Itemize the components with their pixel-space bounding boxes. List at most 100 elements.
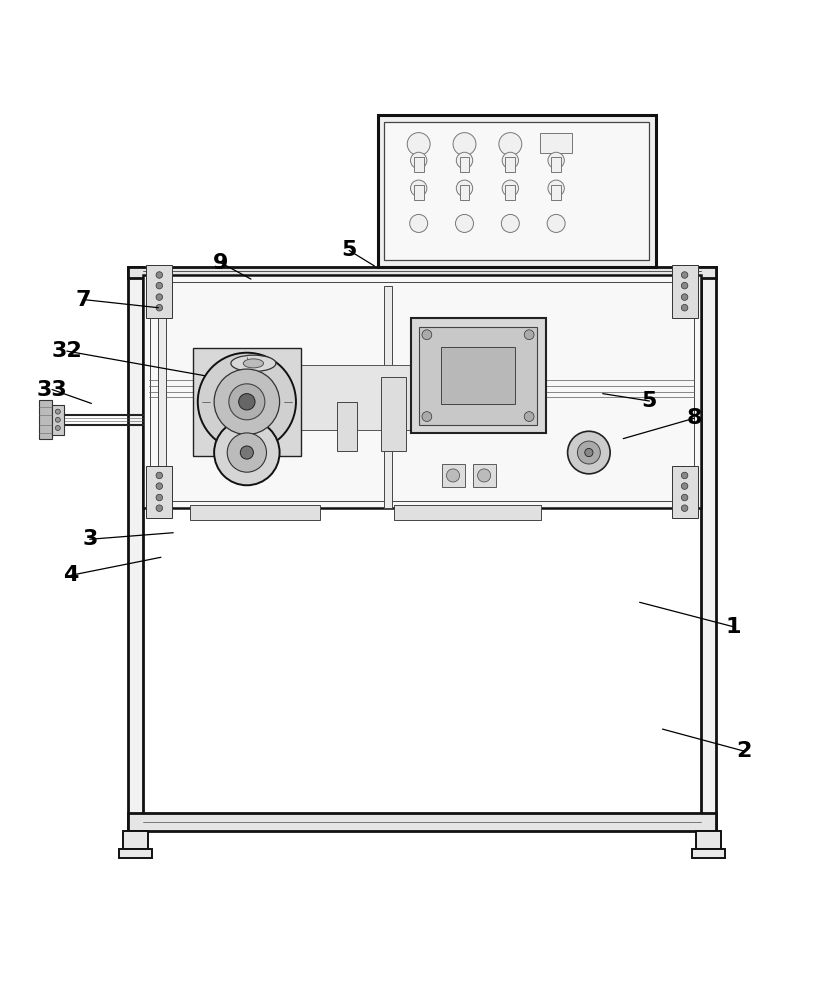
Circle shape: [681, 304, 688, 311]
Bar: [394, 505, 541, 520]
Bar: [337, 402, 357, 451]
Circle shape: [525, 330, 534, 340]
Bar: [696, 831, 721, 849]
Circle shape: [502, 214, 520, 232]
Circle shape: [681, 483, 688, 489]
Circle shape: [156, 494, 163, 501]
Bar: [672, 265, 698, 318]
Bar: [193, 348, 300, 456]
Circle shape: [478, 469, 491, 482]
Circle shape: [229, 384, 265, 420]
Circle shape: [681, 494, 688, 501]
Bar: [384, 286, 392, 508]
Bar: [300, 365, 410, 430]
Bar: [414, 157, 424, 172]
Circle shape: [407, 133, 430, 156]
Bar: [143, 275, 701, 508]
Circle shape: [681, 282, 688, 289]
Circle shape: [422, 412, 432, 421]
Text: 5: 5: [342, 240, 357, 260]
Bar: [672, 466, 698, 518]
Circle shape: [502, 180, 519, 196]
Circle shape: [577, 441, 600, 464]
Bar: [384, 122, 649, 260]
Circle shape: [548, 180, 564, 196]
Bar: [39, 400, 52, 439]
Circle shape: [456, 214, 474, 232]
Bar: [410, 318, 545, 433]
Circle shape: [499, 133, 522, 156]
Bar: [414, 185, 424, 200]
Circle shape: [156, 272, 163, 278]
Circle shape: [410, 152, 427, 169]
Circle shape: [156, 472, 163, 479]
Circle shape: [456, 180, 473, 196]
Circle shape: [548, 152, 564, 169]
Bar: [146, 265, 172, 318]
Bar: [540, 133, 572, 153]
Bar: [701, 267, 716, 831]
Bar: [692, 849, 725, 858]
Text: 4: 4: [63, 565, 79, 585]
Circle shape: [525, 412, 534, 421]
Bar: [441, 347, 515, 404]
Ellipse shape: [231, 355, 276, 372]
Text: 1: 1: [726, 617, 741, 637]
Circle shape: [410, 180, 427, 196]
Circle shape: [681, 272, 688, 278]
Circle shape: [227, 433, 267, 472]
Bar: [52, 405, 63, 435]
Circle shape: [239, 394, 255, 410]
Text: 33: 33: [37, 380, 67, 400]
Text: 9: 9: [213, 253, 228, 273]
Circle shape: [156, 282, 163, 289]
Text: 8: 8: [686, 408, 702, 428]
Bar: [551, 185, 561, 200]
Circle shape: [198, 353, 296, 451]
Circle shape: [410, 214, 428, 232]
Circle shape: [547, 214, 565, 232]
Text: 32: 32: [52, 341, 82, 361]
Circle shape: [156, 483, 163, 489]
Bar: [381, 377, 406, 451]
Circle shape: [447, 469, 460, 482]
Circle shape: [567, 431, 610, 474]
Circle shape: [681, 472, 688, 479]
Circle shape: [422, 330, 432, 340]
Bar: [128, 813, 716, 831]
Circle shape: [214, 369, 280, 435]
Circle shape: [585, 448, 593, 457]
Circle shape: [55, 426, 60, 430]
Bar: [190, 505, 320, 520]
Bar: [146, 466, 172, 518]
Text: 7: 7: [76, 290, 91, 310]
Circle shape: [681, 294, 688, 300]
Bar: [378, 115, 656, 267]
Bar: [551, 157, 561, 172]
Circle shape: [453, 133, 476, 156]
Circle shape: [55, 409, 60, 414]
Bar: [460, 157, 470, 172]
Bar: [473, 464, 496, 487]
Circle shape: [681, 505, 688, 511]
Bar: [123, 831, 148, 849]
Text: 3: 3: [82, 529, 98, 549]
Circle shape: [156, 505, 163, 511]
Bar: [506, 185, 516, 200]
Bar: [158, 286, 166, 508]
Circle shape: [456, 152, 473, 169]
Circle shape: [156, 294, 163, 300]
Circle shape: [241, 446, 254, 459]
Bar: [150, 282, 694, 501]
Circle shape: [214, 420, 280, 485]
Bar: [506, 157, 516, 172]
Text: 5: 5: [642, 391, 657, 411]
Bar: [419, 327, 537, 425]
Ellipse shape: [243, 359, 264, 368]
Circle shape: [156, 304, 163, 311]
Bar: [119, 849, 152, 858]
Bar: [460, 185, 470, 200]
Text: 2: 2: [736, 741, 752, 761]
Bar: [442, 464, 465, 487]
Circle shape: [502, 152, 519, 169]
